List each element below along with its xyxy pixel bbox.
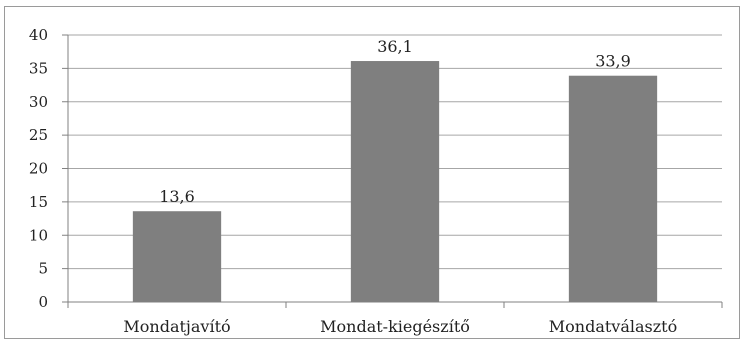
y-tick-label-30: 30: [29, 93, 48, 111]
y-tick-label-20: 20: [29, 160, 48, 178]
bars: [132, 61, 658, 302]
bar-2: [350, 61, 440, 302]
y-tick-label-5: 5: [38, 260, 48, 278]
category-label-2: Mondat-kiegészítő: [320, 317, 470, 336]
data-labels: 13,6 36,1 33,9: [159, 37, 631, 206]
bar-1: [132, 211, 222, 302]
data-label-1: 13,6: [159, 187, 195, 206]
y-tick-label-25: 25: [29, 126, 48, 144]
y-tick-label-40: 40: [29, 26, 48, 44]
y-tick-label-10: 10: [29, 226, 48, 244]
data-label-2: 36,1: [377, 37, 413, 56]
category-label-1: Mondatjavító: [123, 317, 230, 336]
y-tick-label-15: 15: [29, 193, 48, 211]
y-tick-labels: 0 5 10 15 20 25 30 35 40: [29, 26, 48, 311]
y-tick-label-35: 35: [29, 59, 48, 77]
category-labels: Mondatjavító Mondat-kiegészítő Mondatválas…: [123, 317, 677, 336]
y-tick-label-0: 0: [38, 293, 48, 311]
data-label-3: 33,9: [595, 52, 631, 71]
bar-3: [568, 75, 658, 302]
category-label-3: Mondatválasztó: [549, 317, 677, 336]
